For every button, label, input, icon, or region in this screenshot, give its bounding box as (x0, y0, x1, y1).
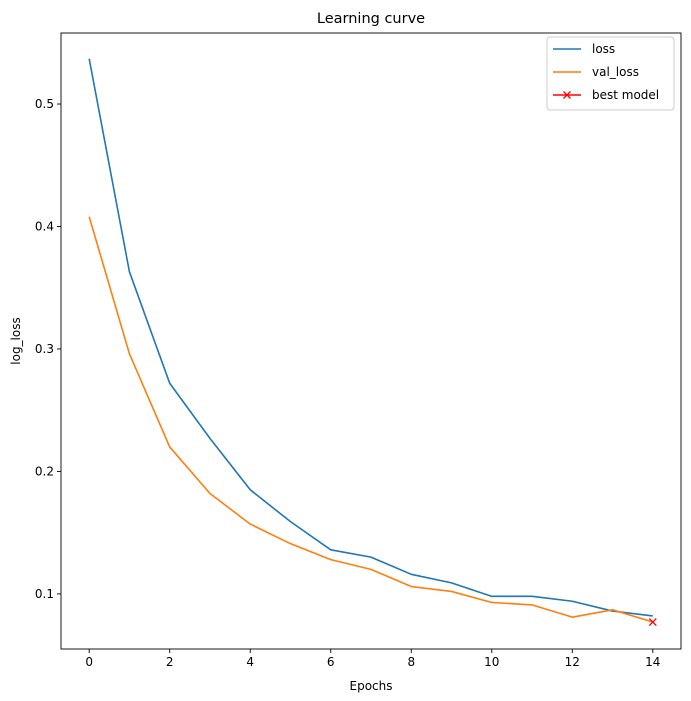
legend-label: val_loss (592, 65, 639, 79)
x-tick-label: 14 (645, 655, 660, 669)
legend-label: best model (592, 88, 659, 102)
x-tick-label: 10 (484, 655, 499, 669)
series-line-val-loss (88, 216, 654, 623)
y-tick-label: 0.4 (35, 219, 54, 233)
legend-entry-val-loss: val_loss (553, 65, 639, 79)
chart-title: Learning curve (317, 11, 425, 27)
legend-label: loss (592, 42, 615, 56)
y-tick-label: 0.5 (35, 97, 54, 111)
legend-marker-icon (563, 91, 571, 99)
x-tick-label: 6 (327, 655, 335, 669)
y-tick-label: 0.2 (35, 464, 54, 478)
x-tick-label: 8 (407, 655, 415, 669)
best-model-marker (648, 618, 657, 627)
x-tick-label: 0 (85, 655, 93, 669)
x-tick-label: 4 (246, 655, 254, 669)
x-tick-label: 12 (565, 655, 580, 669)
x-tick-label: 2 (166, 655, 174, 669)
legend-entry-best-model: best model (553, 88, 659, 102)
y-axis-title: log_loss (9, 317, 23, 364)
plot-area: 0 2 4 6 8 10 12 14 0.1 0.2 0.3 0.4 0.5 (35, 32, 682, 669)
plot-frame (60, 32, 682, 650)
y-tick-label: 0.1 (35, 587, 54, 601)
y-tick-label: 0.3 (35, 342, 54, 356)
legend-box (546, 36, 675, 111)
legend-entry-loss: loss (553, 42, 615, 56)
x-axis-title: Epochs (350, 679, 393, 693)
series-line-loss (88, 58, 653, 617)
